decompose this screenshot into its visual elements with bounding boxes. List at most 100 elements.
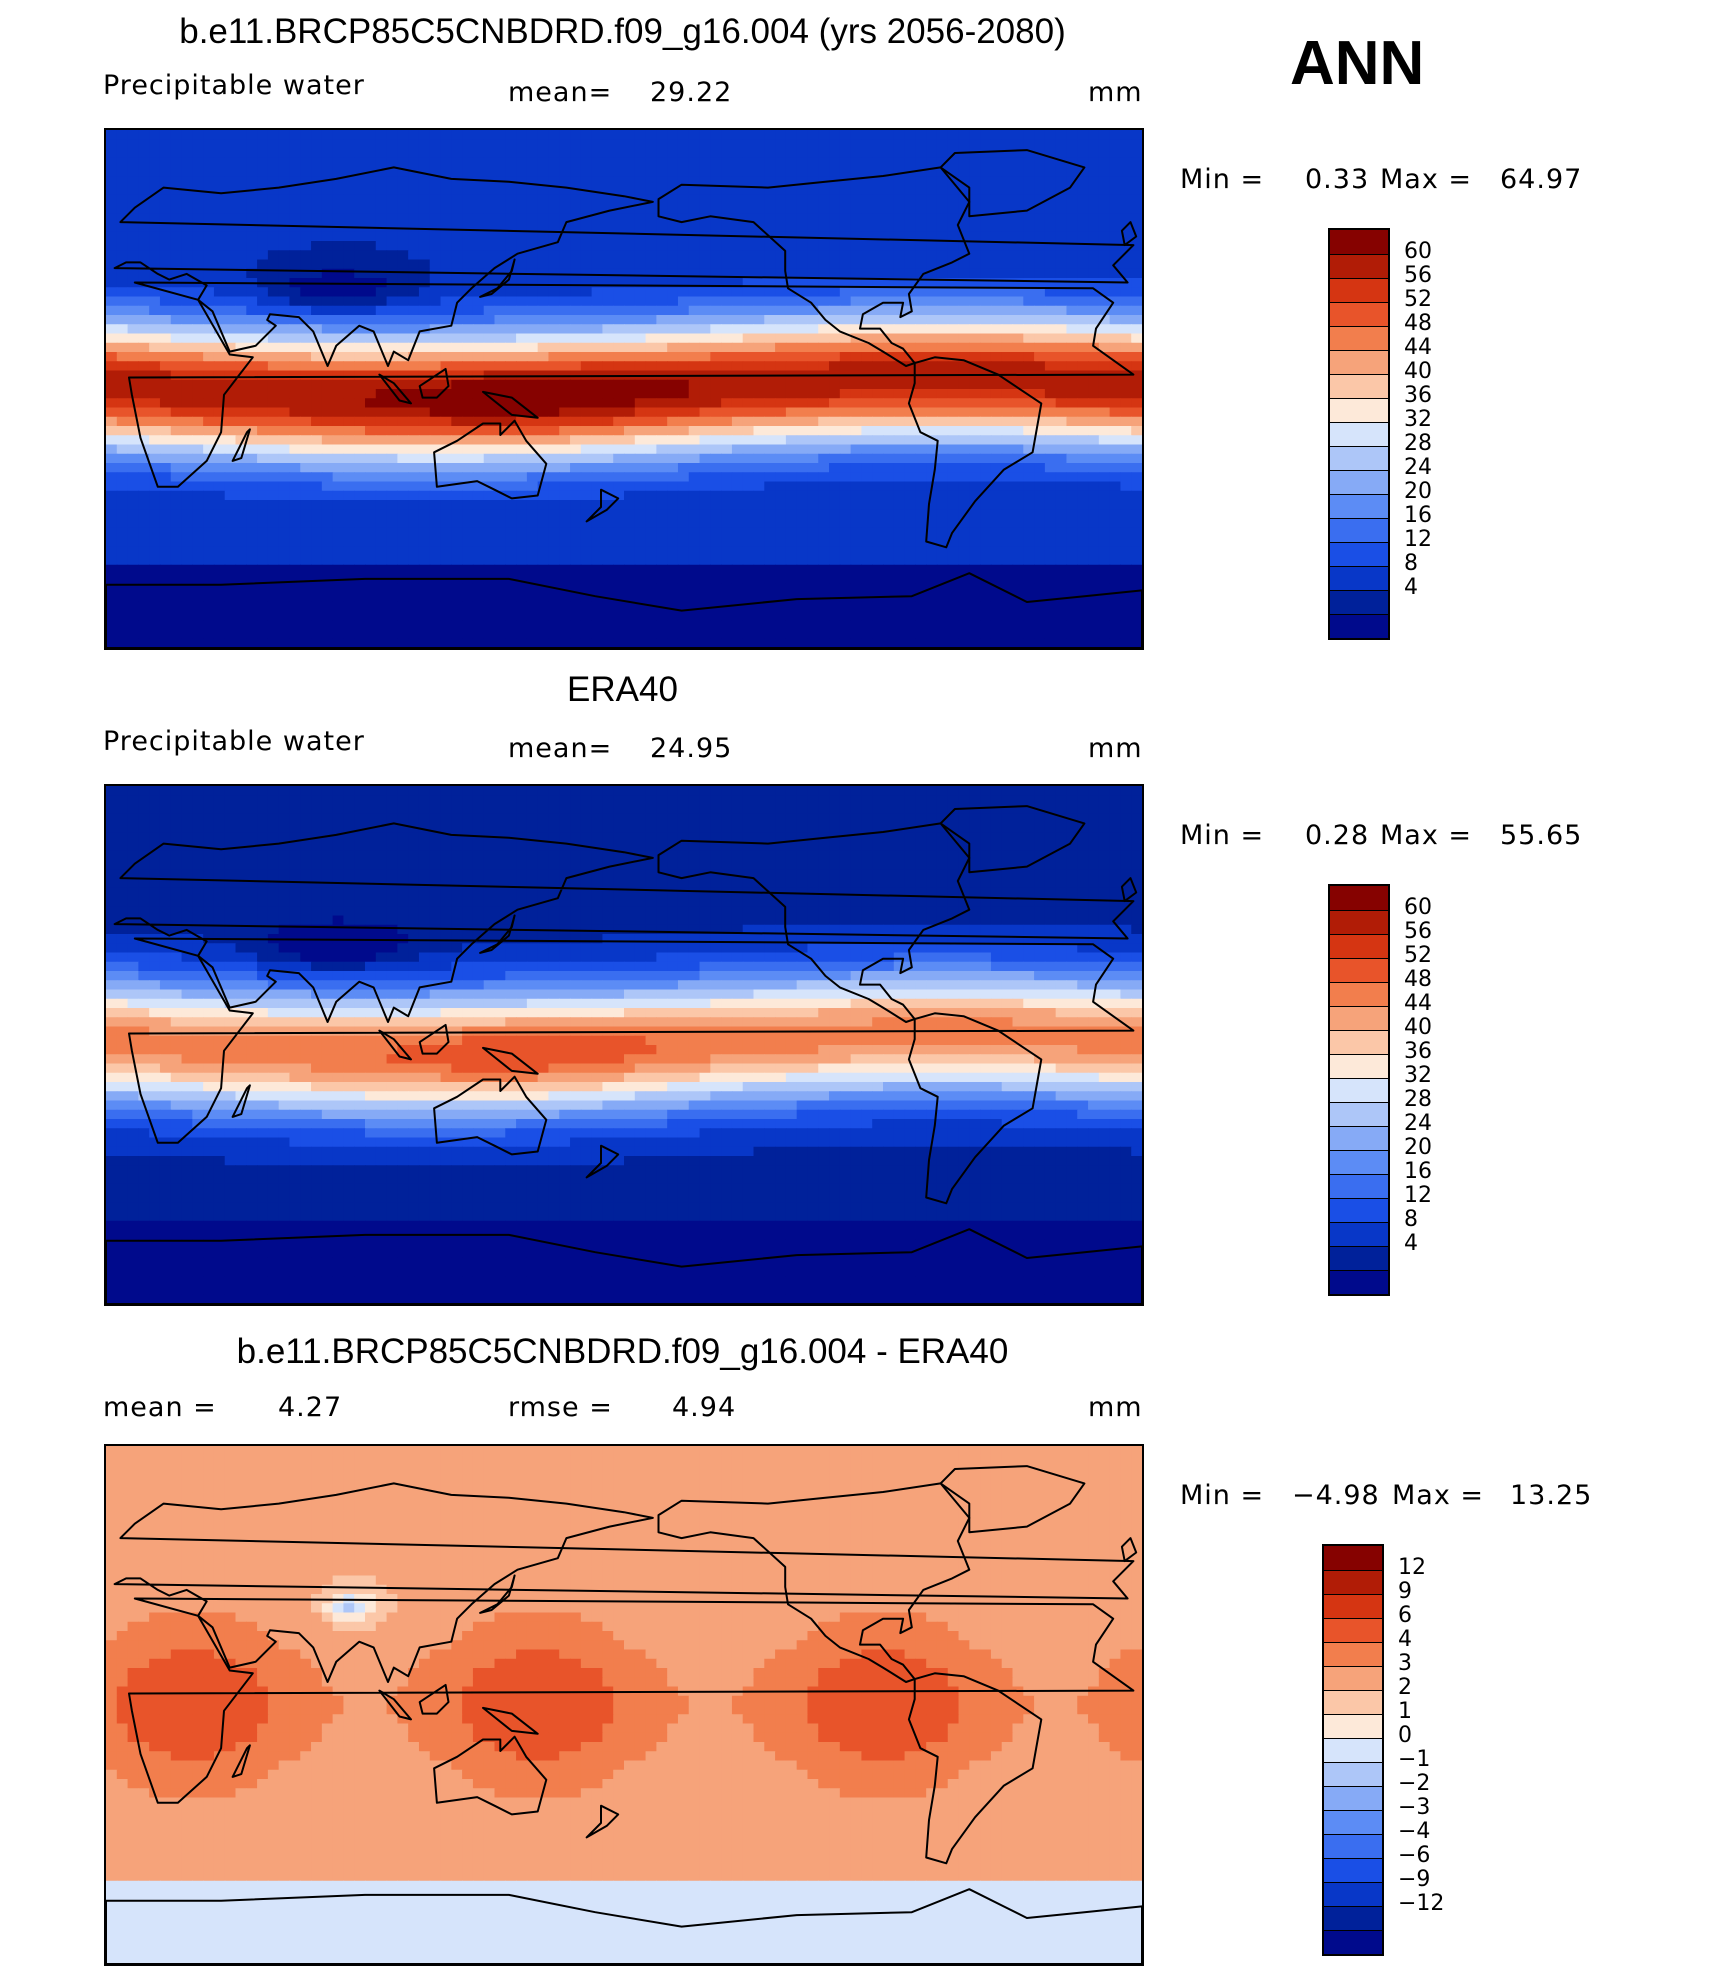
field-cell (990, 518, 1003, 529)
field-cell (645, 139, 657, 150)
field-cell (699, 194, 711, 205)
field-cell (915, 361, 927, 372)
field-cell (624, 185, 636, 196)
field-cell (116, 287, 129, 298)
field-cell (494, 333, 506, 344)
field-cell (418, 555, 431, 566)
field-cell (246, 426, 258, 436)
field-cell (224, 518, 237, 529)
field-cell (192, 259, 204, 270)
field-cell (699, 416, 711, 427)
field-cell (321, 490, 334, 501)
field-cell (570, 259, 582, 270)
field-cell (850, 324, 863, 335)
field-cell (785, 592, 798, 603)
field-cell (483, 296, 496, 307)
field-cell (462, 361, 474, 372)
field-cell (246, 148, 258, 159)
field-cell (203, 426, 215, 436)
field-cell (699, 333, 711, 344)
field-cell (602, 268, 614, 279)
field-cell (365, 444, 377, 455)
field-cell (634, 352, 647, 362)
field-cell (1120, 139, 1132, 150)
field-cell (980, 231, 992, 242)
field-cell (1055, 333, 1068, 344)
field-cell (440, 453, 452, 464)
field-cell (656, 296, 668, 307)
field-cell (829, 130, 841, 140)
field-cell (289, 527, 301, 538)
field-cell (375, 398, 388, 409)
field-cell (926, 305, 938, 316)
field-cell (926, 453, 938, 464)
field-cell (159, 250, 172, 261)
field-cell (170, 583, 183, 594)
field-cell (936, 278, 949, 288)
field-cell (311, 148, 323, 159)
field-cell (483, 407, 496, 418)
field-cell (1034, 490, 1046, 501)
field-cell (785, 278, 798, 288)
field-cell (397, 592, 409, 603)
field-cell (807, 352, 819, 362)
field-cell (1055, 500, 1068, 510)
field-cell (969, 416, 981, 427)
field-cell (926, 157, 938, 168)
field-cell (1109, 509, 1122, 520)
field-cell (483, 241, 496, 251)
field-cell (936, 268, 949, 279)
field-cell (429, 259, 442, 270)
field-cell (365, 194, 377, 205)
field-cell (408, 250, 420, 261)
field-cell (365, 268, 377, 279)
field-cell (775, 518, 787, 529)
field-cell (537, 315, 550, 325)
field-cell (483, 518, 496, 529)
field-cell (418, 407, 431, 418)
field-cell (785, 241, 798, 251)
field-cell (688, 278, 701, 288)
field-cell (311, 213, 323, 224)
field-cell (624, 564, 636, 575)
field-cell (785, 463, 798, 473)
field-cell (526, 416, 539, 427)
field-cell (278, 287, 291, 298)
field-cell (883, 194, 895, 205)
field-cell (1109, 296, 1122, 307)
field-cell (850, 416, 863, 427)
field-cell (116, 324, 129, 335)
field-cell (1066, 259, 1078, 270)
field-cell (278, 555, 291, 566)
field-cell (127, 130, 139, 140)
field-cell (537, 204, 550, 214)
field-cell (462, 324, 474, 335)
field-cell (688, 490, 701, 501)
field-cell (1034, 379, 1046, 390)
field-cell (775, 139, 787, 150)
field-cell (850, 481, 863, 492)
field-cell (969, 352, 981, 362)
field-cell (483, 555, 496, 566)
field-cell (224, 259, 237, 270)
field-cell (483, 148, 496, 159)
field-cell (645, 231, 657, 242)
field-cell (1109, 213, 1122, 224)
field-cell (397, 583, 409, 594)
field-cell (300, 148, 312, 159)
field-cell (893, 583, 906, 594)
field-cell (710, 555, 722, 566)
field-cell (235, 407, 247, 418)
field-cell (839, 564, 852, 575)
field-cell (829, 139, 841, 150)
field-cell (580, 527, 593, 538)
field-cell (602, 379, 614, 390)
field-cell (494, 564, 506, 575)
field-cell (591, 500, 604, 510)
field-cell (181, 222, 193, 233)
field-cell (634, 305, 647, 316)
field-cell (375, 472, 388, 483)
field-cell (829, 268, 841, 279)
field-cell (613, 241, 625, 251)
field-cell (1044, 324, 1057, 335)
